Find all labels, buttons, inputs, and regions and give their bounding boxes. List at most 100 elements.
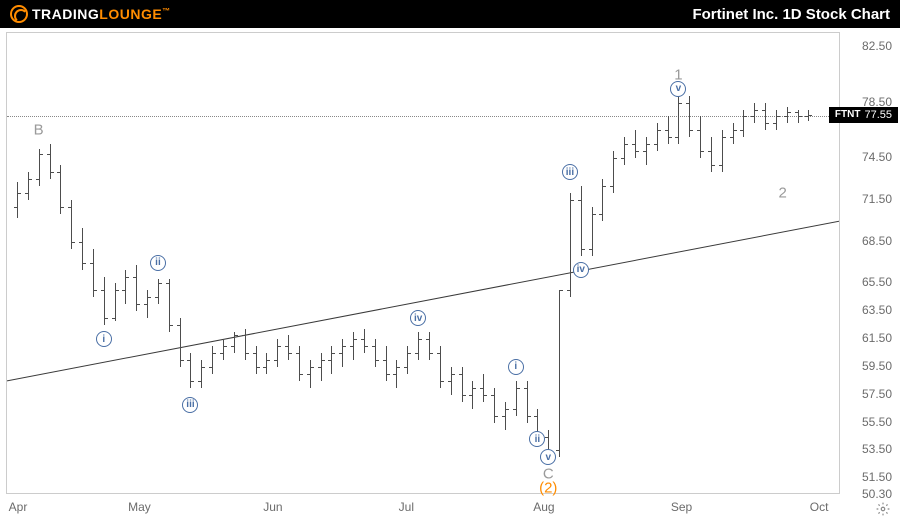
- ohlc-bar: [125, 270, 126, 305]
- ohlc-bar: [743, 110, 744, 138]
- ohlc-bar: [28, 172, 29, 200]
- ohlc-bar: [722, 130, 723, 172]
- ohlc-bar: [451, 367, 452, 395]
- ohlc-bar: [71, 200, 72, 249]
- ohlc-bar: [678, 96, 679, 145]
- ohlc-bar: [115, 283, 116, 321]
- ohlc-bar: [494, 388, 495, 423]
- chart-container: B12C(2)iiiiiiiviiiviiiivv 50.3051.5053.5…: [0, 28, 900, 522]
- ohlc-bar: [689, 96, 690, 138]
- wave-label: 2: [778, 185, 786, 202]
- ohlc-bar: [310, 360, 311, 388]
- ohlc-bar: [483, 374, 484, 402]
- ohlc-bar: [711, 137, 712, 172]
- wave-label-circle: iii: [182, 397, 198, 413]
- ohlc-bar: [646, 137, 647, 165]
- ohlc-bar: [82, 228, 83, 270]
- ohlc-bar: [472, 381, 473, 409]
- ohlc-bar: [17, 182, 18, 218]
- wave-label-circle: i: [508, 359, 524, 375]
- ohlc-bar: [104, 277, 105, 326]
- ohlc-bar: [201, 360, 202, 388]
- ohlc-bar: [234, 332, 235, 353]
- ohlc-bar: [407, 346, 408, 374]
- ohlc-bar: [787, 107, 788, 124]
- ohlc-bar: [613, 151, 614, 193]
- ohlc-bar: [765, 103, 766, 131]
- y-tick: 51.50: [862, 470, 892, 484]
- y-tick: 59.50: [862, 359, 892, 373]
- ohlc-bar: [136, 265, 137, 311]
- ohlc-bar: [169, 279, 170, 332]
- ohlc-bar: [342, 339, 343, 367]
- y-tick: 63.50: [862, 303, 892, 317]
- wave-label-circle: ii: [529, 431, 545, 447]
- x-tick: Apr: [9, 500, 28, 514]
- ohlc-bar: [256, 346, 257, 374]
- ohlc-bar: [288, 335, 289, 360]
- price-tag-symbol: FTNT: [835, 109, 861, 120]
- price-tag: FTNT77.55: [829, 107, 898, 123]
- x-tick: Jun: [263, 500, 282, 514]
- wave-label-circle: iv: [410, 310, 426, 326]
- wave-label-circle: iv: [573, 262, 589, 278]
- ohlc-bar: [776, 110, 777, 131]
- ohlc-bar: [668, 116, 669, 144]
- ohlc-bar: [418, 332, 419, 360]
- ohlc-bar: [754, 103, 755, 124]
- ohlc-bar: [180, 318, 181, 367]
- ohlc-bar: [462, 367, 463, 402]
- x-tick: Jul: [399, 500, 414, 514]
- ohlc-bar: [581, 186, 582, 256]
- y-tick: 82.50: [862, 39, 892, 53]
- ohlc-bar: [570, 193, 571, 297]
- ohlc-bar: [212, 346, 213, 374]
- ohlc-bar: [733, 123, 734, 144]
- x-tick: Oct: [810, 500, 829, 514]
- y-tick: 74.50: [862, 150, 892, 164]
- ohlc-bar: [429, 332, 430, 360]
- price-tag-value: 77.55: [864, 109, 892, 121]
- ohlc-bar: [527, 381, 528, 423]
- x-tick: Aug: [533, 500, 554, 514]
- ohlc-bar: [386, 346, 387, 381]
- gear-icon[interactable]: [876, 502, 890, 516]
- ohlc-bar: [245, 329, 246, 360]
- logo-icon: [10, 5, 28, 23]
- y-tick: 71.50: [862, 192, 892, 206]
- ohlc-bar: [505, 402, 506, 430]
- ohlc-bar: [624, 137, 625, 165]
- ohlc-bar: [223, 339, 224, 360]
- ohlc-bar: [808, 110, 809, 121]
- ohlc-bar: [39, 149, 40, 187]
- x-tick: May: [128, 500, 151, 514]
- ohlc-bar: [635, 130, 636, 158]
- wave-label-circle: iii: [562, 164, 578, 180]
- ohlc-bar: [602, 179, 603, 221]
- ohlc-bar: [50, 144, 51, 179]
- ohlc-bar: [93, 249, 94, 298]
- logo-tm: ™: [162, 6, 171, 15]
- x-tick: Sep: [671, 500, 692, 514]
- logo-text-main: TRADING: [32, 6, 99, 22]
- ohlc-bar: [321, 353, 322, 381]
- plot-area[interactable]: B12C(2)iiiiiiiviiiviiiivv: [6, 32, 840, 494]
- ohlc-bar: [375, 339, 376, 367]
- y-tick: 65.50: [862, 275, 892, 289]
- logo: TRADINGLOUNGE™: [10, 5, 171, 23]
- ohlc-bar: [364, 329, 365, 353]
- ohlc-bar: [277, 339, 278, 367]
- ohlc-bar: [798, 110, 799, 124]
- y-tick: 53.50: [862, 442, 892, 456]
- y-tick: 50.30: [862, 487, 892, 501]
- y-tick: 61.50: [862, 331, 892, 345]
- ohlc-bar: [331, 346, 332, 374]
- trend-line: [7, 221, 839, 381]
- current-price-line: [7, 116, 839, 117]
- logo-text-accent: LOUNGE: [99, 6, 162, 22]
- header-bar: TRADINGLOUNGE™ Fortinet Inc. 1D Stock Ch…: [0, 0, 900, 28]
- ohlc-bar: [147, 290, 148, 318]
- x-axis: Apr May Jun Jul Aug Sep Oct: [6, 494, 840, 522]
- wave-label: B: [34, 122, 44, 139]
- wave-label-circle: v: [540, 449, 556, 465]
